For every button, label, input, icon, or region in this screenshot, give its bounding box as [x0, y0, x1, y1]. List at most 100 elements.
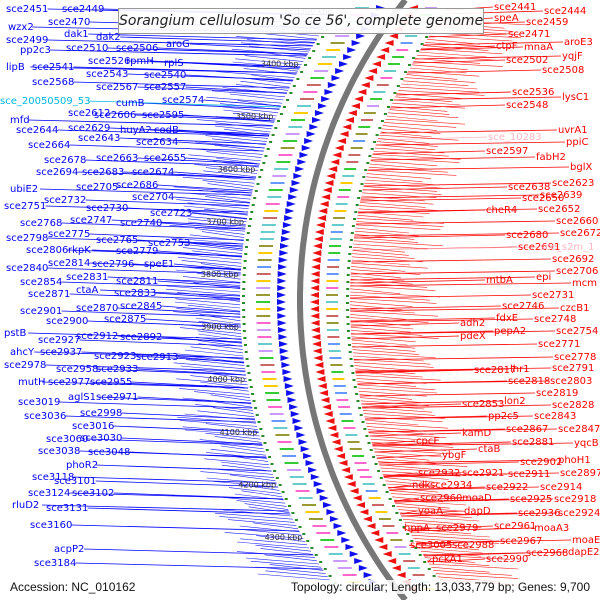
marker-dot	[259, 428, 263, 430]
gene-connector	[409, 531, 491, 538]
gene-connector	[175, 298, 241, 306]
gene-connector	[194, 391, 251, 398]
marker-dot	[381, 120, 384, 122]
gene-connector	[187, 202, 249, 210]
gene-connector	[353, 240, 443, 247]
gene-label: sce2791	[552, 363, 594, 374]
gene-connector	[349, 301, 413, 307]
plus-strand-gene	[376, 54, 386, 60]
gene-connector	[353, 358, 431, 365]
category-block	[270, 182, 285, 184]
map-title: Sorangium cellulosum 'So ce 56', complet…	[118, 8, 484, 34]
marker-dot	[364, 169, 368, 171]
label-connector	[161, 305, 241, 313]
gene-label: sce2444	[544, 6, 586, 17]
gene-connector	[354, 362, 434, 368]
label-connector	[427, 558, 432, 563]
label-connector	[368, 428, 558, 433]
gene-connector	[237, 541, 310, 549]
gene-connector	[352, 346, 416, 352]
minus-strand-gene	[286, 390, 296, 396]
gene-label: sce3019	[18, 397, 60, 408]
category-block	[344, 168, 357, 170]
minus-strand-gene	[326, 509, 336, 515]
minus-strand-gene	[299, 152, 309, 158]
marker-dot	[242, 330, 246, 332]
minus-strand-gene	[329, 516, 339, 522]
category-block	[257, 336, 272, 338]
gene-label: sce2540	[144, 70, 186, 81]
accession-label: Accession:	[10, 580, 69, 594]
label-connector	[355, 367, 552, 372]
gene-label: sce3184	[34, 558, 76, 569]
marker-dot	[377, 470, 381, 472]
label-connector	[177, 356, 245, 364]
label-connector	[157, 184, 253, 192]
minus-strand-gene	[318, 103, 327, 109]
marker-dot	[274, 127, 278, 129]
marker-dot	[352, 379, 356, 381]
gene-label: phoH1	[558, 455, 591, 466]
gene-label: sce2692	[552, 254, 594, 265]
gene-connector	[214, 436, 262, 443]
category-block	[273, 427, 288, 429]
category-block	[403, 560, 416, 562]
gene-connector	[381, 470, 461, 477]
gene-label: rluD2	[12, 500, 39, 511]
label-connector	[120, 36, 315, 44]
marker-dot	[379, 477, 383, 479]
gene-connector	[422, 45, 489, 51]
gene-label: cheR4	[486, 205, 517, 216]
gene-connector	[373, 150, 449, 157]
label-connector	[83, 548, 314, 556]
gene-label: sce2934	[430, 480, 472, 491]
gene-connector	[420, 48, 503, 55]
length-label: Length:	[391, 580, 432, 594]
marker-dot	[346, 295, 349, 297]
plus-strand-gene	[319, 201, 329, 207]
gene-connector	[350, 330, 423, 336]
marker-dot	[358, 190, 362, 192]
gene-label: sce2623	[552, 178, 594, 189]
gene-label: sce2664	[28, 140, 70, 151]
label-connector	[157, 250, 242, 258]
gene-label: sce3038	[38, 446, 80, 457]
category-block	[328, 350, 341, 352]
label-connector	[73, 81, 290, 89]
marker-dot	[316, 43, 320, 45]
gene-connector	[182, 247, 243, 254]
gene-connector	[359, 394, 413, 400]
gene-label: sce2897	[560, 468, 600, 479]
marker-dot	[347, 260, 351, 262]
marker-dot	[351, 225, 355, 227]
marker-dot	[300, 71, 304, 73]
gene-connector	[387, 486, 439, 493]
gene-connector	[175, 269, 241, 277]
gene-connector	[173, 186, 253, 194]
gene-connector	[384, 122, 457, 128]
marker-dot	[404, 71, 408, 73]
gene-label: sce2543	[86, 69, 128, 80]
gene-label: sce2459	[526, 17, 568, 28]
gene-connector	[193, 282, 241, 290]
gene-label: sce2470	[48, 17, 90, 28]
gene-label: sce2731	[532, 290, 574, 301]
category-block	[347, 441, 360, 443]
gene-label: sce2660	[556, 216, 598, 227]
gene-connector	[205, 167, 257, 174]
gene-connector	[181, 324, 242, 331]
marker-dot	[292, 85, 296, 87]
plus-strand-gene	[320, 397, 330, 403]
category-block	[326, 322, 339, 324]
minus-strand-gene	[285, 208, 295, 214]
label-connector	[357, 380, 550, 385]
category-block	[293, 112, 308, 114]
category-block	[277, 441, 292, 443]
label-connector	[41, 504, 289, 512]
label-connector	[79, 450, 267, 458]
label-connector	[361, 400, 504, 405]
label-connector	[100, 289, 241, 297]
gene-connector	[182, 266, 241, 274]
category-block	[326, 308, 339, 310]
gene-connector	[221, 106, 279, 114]
